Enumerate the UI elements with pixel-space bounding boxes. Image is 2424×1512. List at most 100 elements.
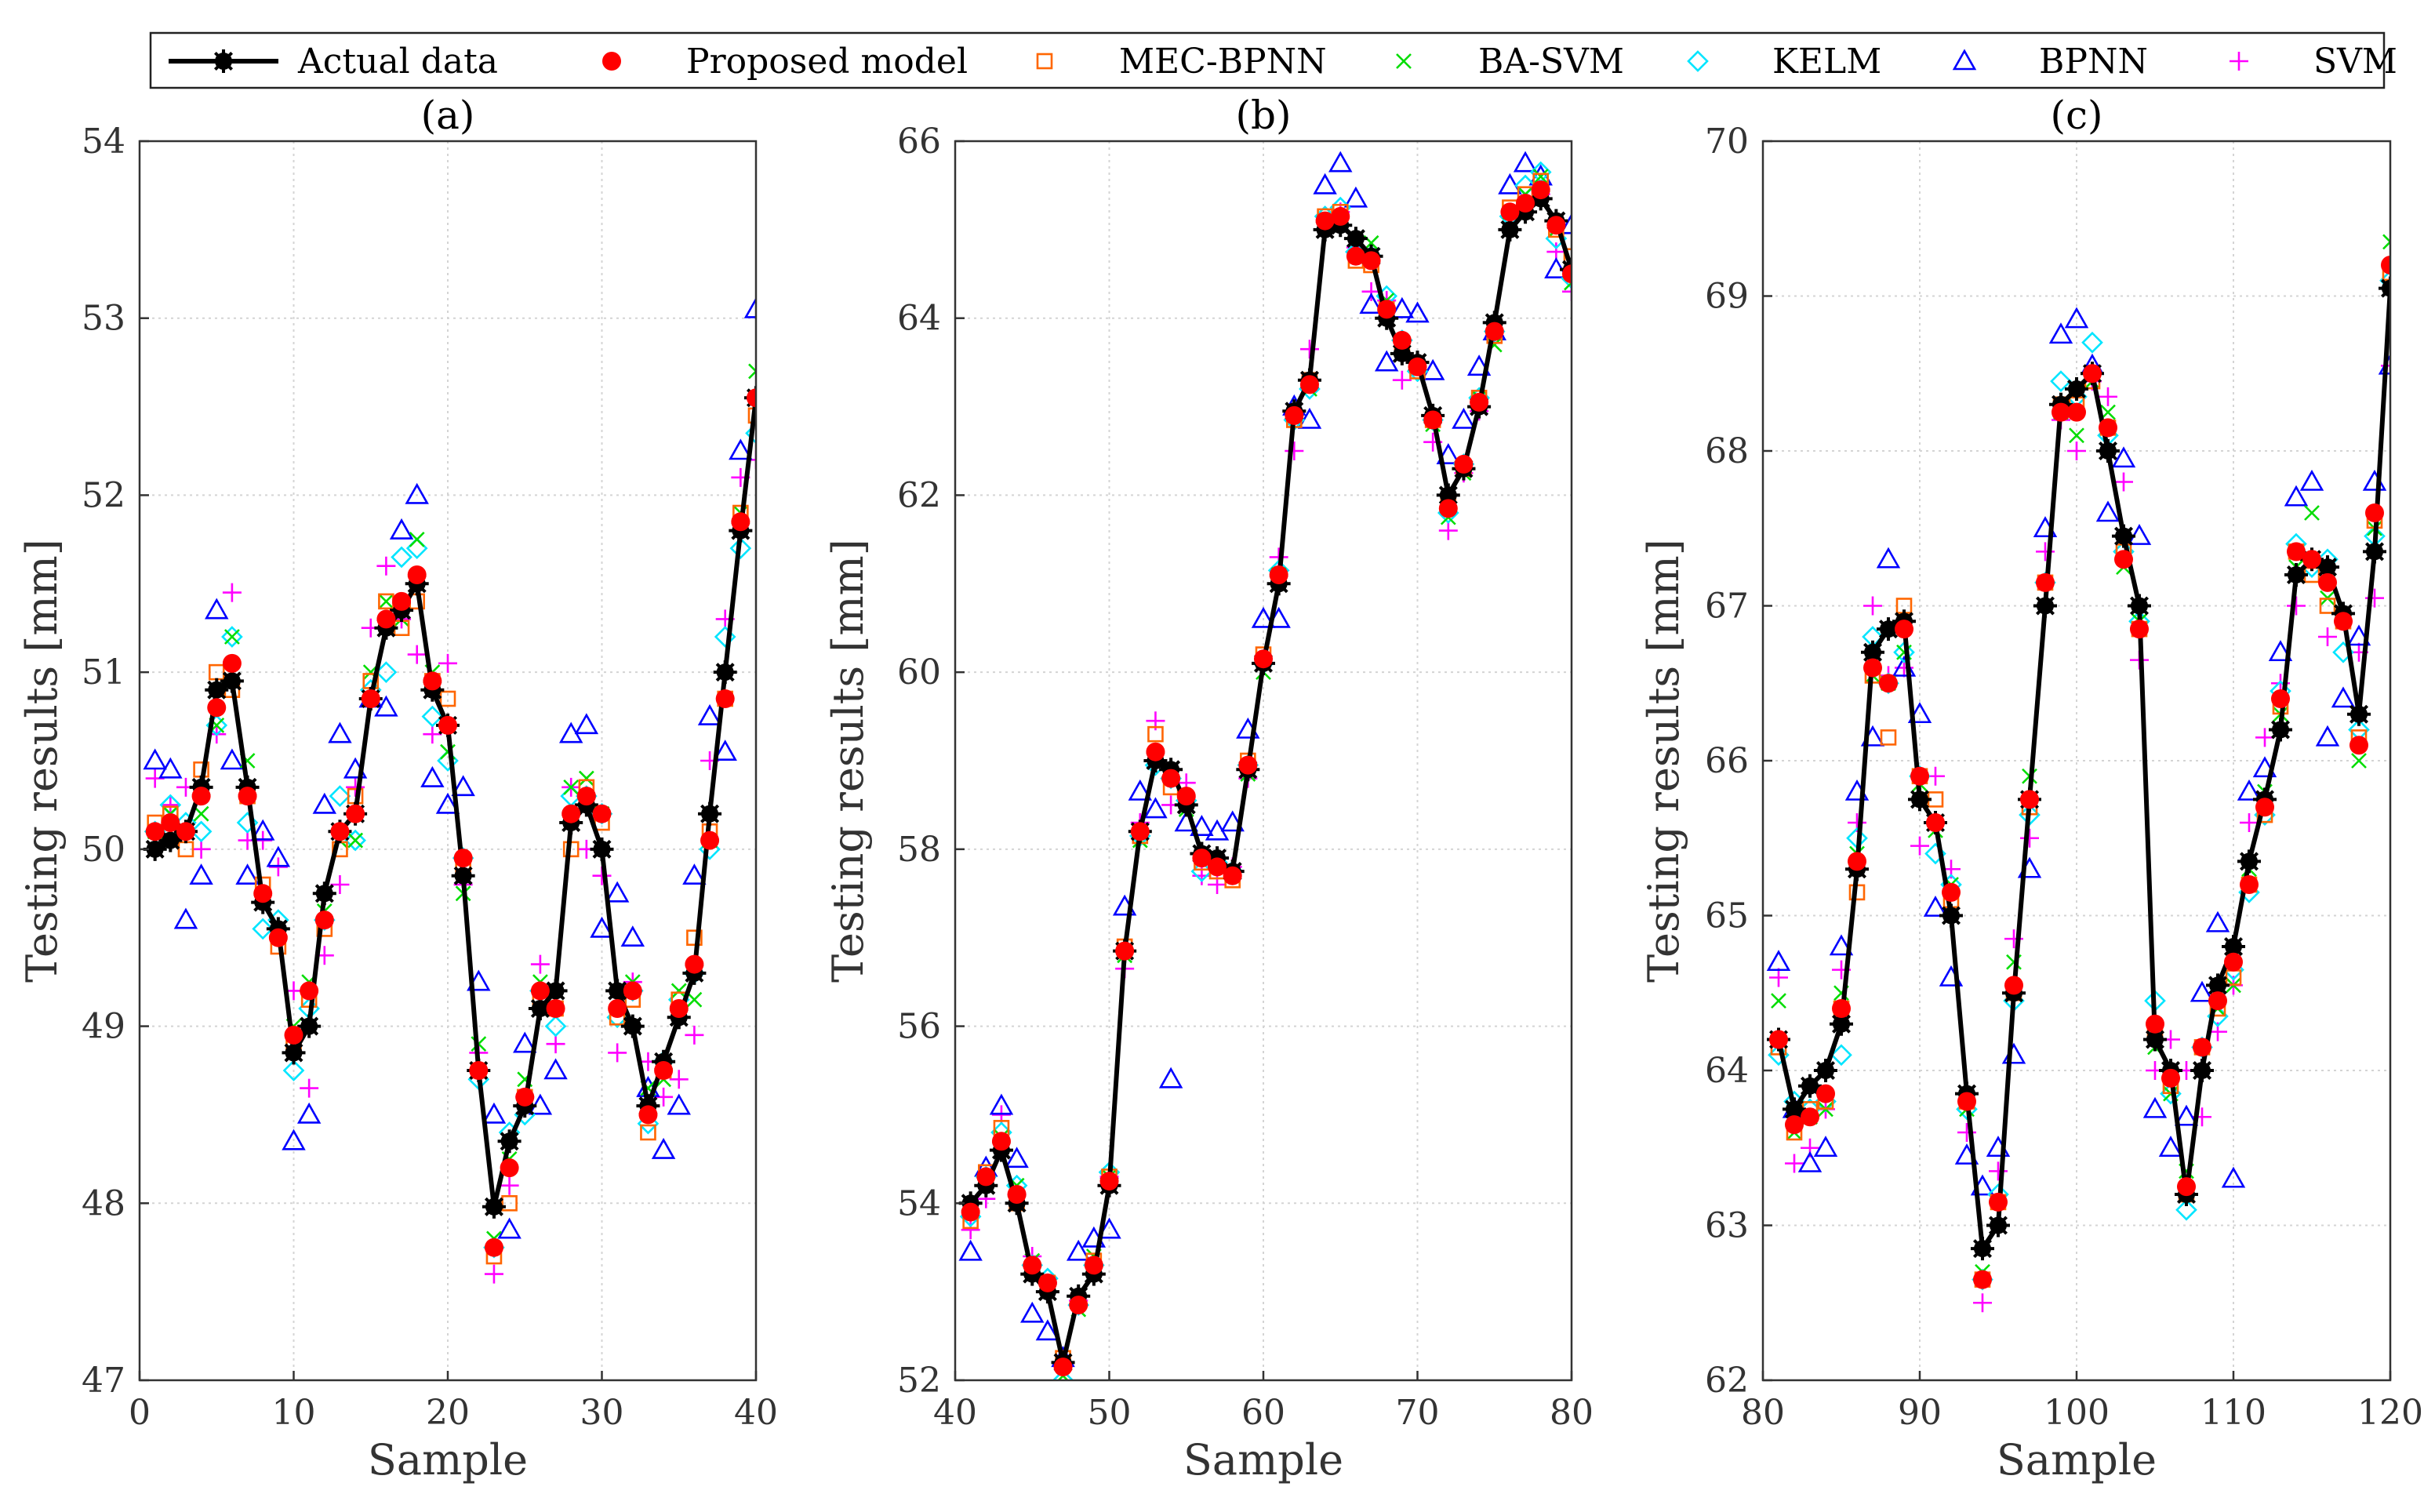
y-axis-label: Testing results [mm] <box>1639 539 1688 983</box>
series-proposed <box>961 180 1572 1377</box>
actual-point <box>482 1194 506 1219</box>
kelm-point <box>329 785 351 807</box>
svm-point <box>2287 596 2306 616</box>
proposed-point <box>2130 620 2149 639</box>
y-tick-label: 62 <box>897 475 941 515</box>
proposed-point <box>453 849 473 868</box>
proposed-point <box>1269 565 1288 584</box>
x-tick-label: 90 <box>1898 1393 1942 1433</box>
svm-point <box>1361 282 1381 301</box>
proposed-point <box>669 999 689 1018</box>
proposed-point <box>1785 1115 1804 1135</box>
bpnn-point <box>667 1093 691 1115</box>
mec_bpnn-point <box>1880 729 1897 746</box>
kelm-point <box>221 626 243 648</box>
actual-point <box>1877 617 1900 642</box>
actual-point <box>2237 849 2261 874</box>
svm-point <box>608 1043 627 1063</box>
bpnn-point <box>1158 1067 1183 1089</box>
svm-point <box>1973 1293 1992 1313</box>
bpnn-point <box>1498 173 1522 194</box>
proposed-point <box>161 813 180 832</box>
panel-a: (a) 0 10 20 30 40 47 48 49 50 51 52 53 54 Testing re… <box>17 93 778 1485</box>
svm-point <box>376 556 396 576</box>
bpnn-point <box>1005 1147 1029 1169</box>
proposed-point <box>2349 736 2368 755</box>
bpnn-point <box>189 863 213 885</box>
x-tick-label: 70 <box>1396 1393 1440 1433</box>
bpnn-point <box>173 907 198 929</box>
bpnn-point <box>1466 354 1492 376</box>
svm-point <box>961 1220 980 1240</box>
legend-marker <box>212 49 235 73</box>
bpnn-point <box>1390 296 1415 318</box>
bpnn-point <box>1343 186 1368 208</box>
y-axis-label: Testing results [mm] <box>17 539 67 983</box>
actual-point <box>590 837 614 861</box>
proposed-point <box>1223 866 1242 885</box>
legend-marker <box>2230 52 2248 71</box>
bpnn-point <box>1923 895 1948 917</box>
proposed-point <box>976 1167 996 1187</box>
bpnn-point <box>2331 686 2356 708</box>
kelm-point <box>1830 1044 1852 1067</box>
bpnn-point <box>1374 350 1399 372</box>
actual-point <box>2379 276 2390 300</box>
svm-point <box>1910 836 1929 856</box>
proposed-point <box>546 999 565 1018</box>
actual-point <box>1390 341 1414 365</box>
proposed-point <box>1238 755 1258 775</box>
proposed-point <box>2334 612 2353 631</box>
proposed-point <box>361 689 380 708</box>
legend: Actual data Proposed model MEC-BPNN BA-SVM K… <box>149 31 2397 89</box>
proposed-point <box>991 1132 1011 1151</box>
actual-point <box>528 997 552 1020</box>
proposed-point <box>747 388 756 408</box>
proposed-point <box>1038 1273 1057 1292</box>
series-mec_bpnn <box>147 407 756 1265</box>
proposed-point <box>1099 1172 1119 1191</box>
proposed-point <box>1989 1192 2008 1212</box>
y-tick-label: 47 <box>82 1361 125 1401</box>
ba_svm-point <box>563 779 580 795</box>
actual-point <box>1830 1012 1853 1036</box>
proposed-point <box>1485 322 1504 341</box>
bpnn-point <box>2221 1166 2246 1188</box>
mec_bpnn-point <box>686 929 703 947</box>
x-tick-label: 30 <box>580 1393 624 1433</box>
bpnn-point <box>2158 1136 2183 1158</box>
proposed-point <box>2083 364 2102 383</box>
proposed-point <box>576 787 596 806</box>
panel-c: (c) 80 90 100 110 120 62 63 64 65 66 67 68 69 70 Test… <box>1639 93 2423 1485</box>
svm-point <box>500 1176 519 1195</box>
legend-label: BA-SVM <box>1478 42 1624 82</box>
bpnn-point <box>2095 500 2121 522</box>
proposed-point <box>608 999 627 1018</box>
kelm-point <box>1893 641 1915 663</box>
mec_bpnn-point <box>2382 264 2390 282</box>
proposed-point <box>1285 405 1304 425</box>
proposed-point <box>1084 1256 1103 1275</box>
bpnn-point <box>1559 213 1572 234</box>
proposed-point <box>1192 849 1212 868</box>
actual-point <box>2128 594 2151 618</box>
ba_svm-point <box>1532 169 1549 185</box>
proposed-point <box>2114 550 2133 569</box>
bpnn-point <box>682 863 707 885</box>
proposed-point <box>1816 1084 1835 1103</box>
kelm-point <box>544 1015 567 1038</box>
actual-point <box>312 881 336 906</box>
bpnn-point <box>574 713 599 735</box>
svm-point <box>161 795 180 815</box>
x-tick-label: 40 <box>734 1393 778 1433</box>
proposed-point <box>1500 202 1520 222</box>
proposed-point <box>191 787 211 806</box>
bpnn-point <box>1251 606 1276 628</box>
ba_svm-point <box>671 983 687 999</box>
bpnn-point <box>1876 547 1901 569</box>
bpnn-point <box>1829 934 1854 956</box>
kelm-point <box>190 820 213 843</box>
actual-point <box>2347 702 2371 726</box>
bpnn-point <box>743 296 756 318</box>
